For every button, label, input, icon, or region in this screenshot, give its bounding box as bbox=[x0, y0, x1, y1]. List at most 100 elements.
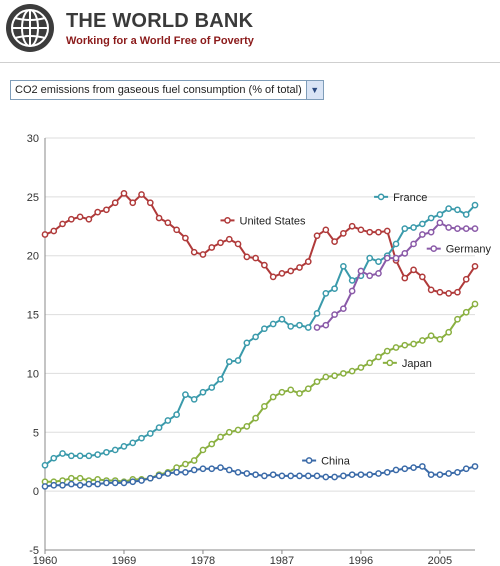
y-tick-label: 5 bbox=[33, 427, 39, 439]
legend-marker-france bbox=[377, 193, 385, 201]
y-tick-label: 20 bbox=[27, 251, 39, 263]
data-point-united-states bbox=[252, 254, 259, 262]
data-point-united-states bbox=[94, 208, 102, 216]
data-point-france bbox=[173, 411, 180, 418]
data-point-germany bbox=[392, 254, 400, 262]
data-point-france bbox=[261, 325, 268, 333]
data-point-china bbox=[304, 472, 312, 480]
data-point-china bbox=[173, 468, 180, 476]
x-tick-label: 1969 bbox=[112, 555, 136, 566]
data-point-united-states bbox=[287, 267, 295, 275]
data-point-japan bbox=[278, 388, 286, 396]
data-point-china bbox=[138, 477, 145, 484]
data-point-china bbox=[85, 480, 93, 488]
data-point-france bbox=[94, 451, 102, 459]
data-point-france bbox=[454, 206, 461, 214]
data-point-china bbox=[155, 472, 163, 480]
data-point-japan bbox=[313, 378, 321, 386]
data-point-china bbox=[427, 471, 435, 479]
indicator-select[interactable]: CO2 emissions from gaseous fuel consumpt… bbox=[10, 80, 324, 100]
data-point-united-states bbox=[304, 258, 312, 265]
data-point-china bbox=[208, 465, 216, 473]
data-point-united-states bbox=[331, 238, 338, 245]
data-point-united-states bbox=[454, 288, 461, 296]
data-point-france bbox=[146, 430, 154, 437]
data-point-france bbox=[182, 391, 189, 398]
data-point-france bbox=[103, 448, 110, 456]
data-point-china bbox=[59, 481, 66, 489]
data-point-china bbox=[454, 468, 461, 476]
data-point-japan bbox=[410, 340, 417, 348]
data-point-france bbox=[366, 254, 374, 262]
y-tick-label: -5 bbox=[29, 545, 39, 557]
data-point-china bbox=[462, 465, 470, 473]
data-point-france bbox=[462, 211, 470, 218]
data-point-france bbox=[287, 322, 295, 330]
data-point-japan bbox=[471, 300, 479, 308]
legend-marker-germany bbox=[430, 245, 438, 253]
data-point-united-states bbox=[436, 288, 444, 296]
data-point-germany bbox=[331, 311, 338, 318]
data-point-france bbox=[410, 224, 417, 231]
globe-icon bbox=[6, 4, 54, 52]
data-point-united-states bbox=[41, 231, 49, 238]
data-point-france bbox=[278, 315, 286, 323]
series-label-china: China bbox=[321, 456, 351, 468]
data-point-china bbox=[103, 479, 110, 487]
data-point-france bbox=[59, 450, 66, 457]
data-point-china bbox=[252, 471, 259, 479]
legend-marker-china bbox=[305, 457, 313, 464]
data-point-china bbox=[366, 471, 374, 479]
data-point-japan bbox=[269, 393, 277, 401]
data-point-china bbox=[375, 470, 382, 477]
data-point-france bbox=[208, 384, 216, 391]
indicator-select-button[interactable]: ▼ bbox=[305, 81, 323, 99]
data-point-germany bbox=[366, 272, 374, 280]
data-point-united-states bbox=[243, 253, 251, 261]
data-point-france bbox=[111, 446, 119, 454]
y-tick-label: 25 bbox=[27, 192, 39, 204]
data-point-china bbox=[331, 473, 338, 481]
data-point-germany bbox=[322, 321, 330, 329]
data-point-germany bbox=[357, 267, 365, 275]
data-point-japan bbox=[462, 308, 470, 316]
data-point-france bbox=[243, 339, 251, 347]
data-point-france bbox=[401, 225, 409, 232]
data-point-united-states bbox=[383, 227, 391, 235]
x-tick-label: 1996 bbox=[349, 555, 373, 566]
data-point-united-states bbox=[375, 228, 382, 236]
data-point-united-states bbox=[190, 248, 198, 256]
data-point-china bbox=[418, 463, 426, 470]
data-point-france bbox=[252, 333, 259, 341]
data-point-japan bbox=[418, 337, 426, 344]
data-point-japan bbox=[217, 433, 224, 441]
data-point-france bbox=[296, 321, 303, 329]
data-point-united-states bbox=[366, 228, 374, 236]
data-point-japan bbox=[261, 403, 268, 410]
data-point-united-states bbox=[471, 262, 479, 270]
data-point-france bbox=[190, 395, 198, 403]
data-point-united-states bbox=[427, 286, 435, 294]
series-label-united-states: United States bbox=[240, 215, 307, 227]
y-tick-label: 10 bbox=[27, 368, 39, 380]
brand-title: THE WORLD BANK bbox=[66, 10, 254, 32]
data-point-china bbox=[269, 471, 277, 479]
data-point-japan bbox=[208, 440, 216, 448]
data-point-united-states bbox=[138, 191, 145, 198]
data-point-germany bbox=[436, 219, 444, 227]
data-point-united-states bbox=[76, 213, 84, 221]
data-point-france bbox=[67, 452, 75, 460]
data-point-china bbox=[225, 466, 233, 474]
data-point-japan bbox=[331, 372, 338, 380]
data-point-japan bbox=[348, 367, 356, 375]
data-point-united-states bbox=[357, 226, 365, 234]
series-label-japan: Japan bbox=[402, 358, 432, 370]
data-point-united-states bbox=[50, 227, 58, 235]
data-point-france bbox=[138, 434, 145, 442]
data-point-france bbox=[41, 461, 49, 469]
data-point-china bbox=[41, 483, 49, 490]
data-point-germany bbox=[348, 287, 356, 295]
data-point-germany bbox=[471, 225, 479, 232]
data-point-united-states bbox=[401, 274, 409, 282]
